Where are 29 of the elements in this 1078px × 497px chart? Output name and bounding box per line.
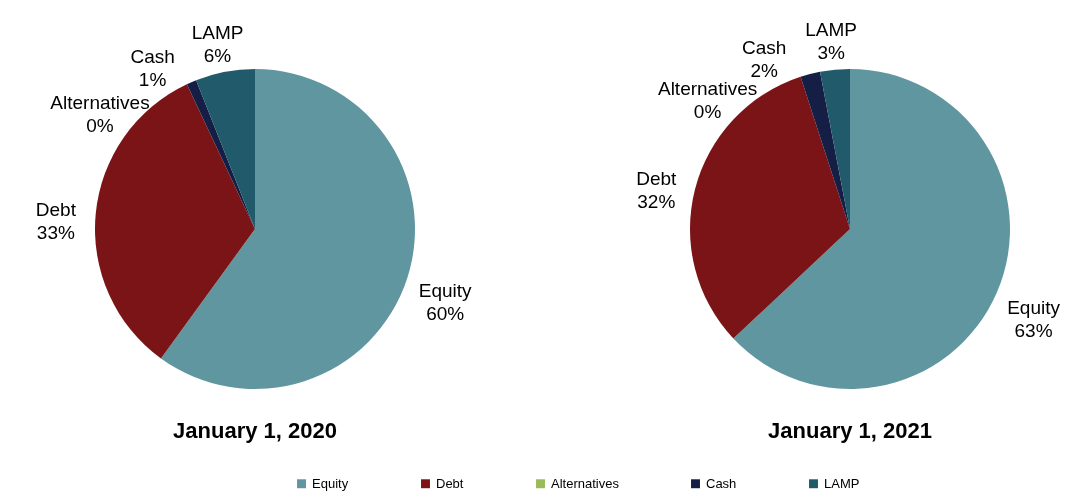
data-label: 6% bbox=[203, 44, 232, 66]
slice-label: Cash bbox=[742, 37, 787, 59]
slice-label: Debt bbox=[636, 168, 678, 190]
slice-label: LAMP bbox=[805, 18, 858, 40]
data-label: 32% bbox=[637, 191, 676, 213]
category-label: Alternatives bbox=[50, 91, 150, 113]
legend-label: Alternatives bbox=[551, 475, 620, 491]
data-label: 60% bbox=[426, 302, 465, 324]
text: January 1, 2020 bbox=[173, 418, 337, 443]
slice-label: LAMP bbox=[191, 21, 244, 43]
text: 0% bbox=[86, 114, 114, 136]
text: January 1, 2021 bbox=[768, 418, 932, 443]
slice-label: Equity bbox=[1007, 297, 1061, 319]
slice-label: Cash bbox=[130, 46, 175, 68]
legend-label: Cash bbox=[706, 475, 737, 491]
data-label: 33% bbox=[36, 222, 76, 244]
legend-label: Debt bbox=[436, 475, 464, 491]
pie-slice bbox=[820, 69, 850, 229]
data-label: 3% bbox=[817, 41, 846, 63]
data-label: 63% bbox=[1014, 320, 1053, 342]
pie-slice bbox=[196, 69, 255, 229]
pie-slice bbox=[800, 71, 850, 229]
slice-label: Debt bbox=[35, 199, 77, 221]
legend-label: LAMP bbox=[824, 475, 860, 491]
slice-label: Equity bbox=[418, 279, 473, 301]
pie-slice bbox=[186, 80, 255, 229]
text: 0% bbox=[693, 100, 722, 122]
legend-label: Equity bbox=[312, 475, 349, 491]
data-label: 1% bbox=[138, 69, 167, 91]
